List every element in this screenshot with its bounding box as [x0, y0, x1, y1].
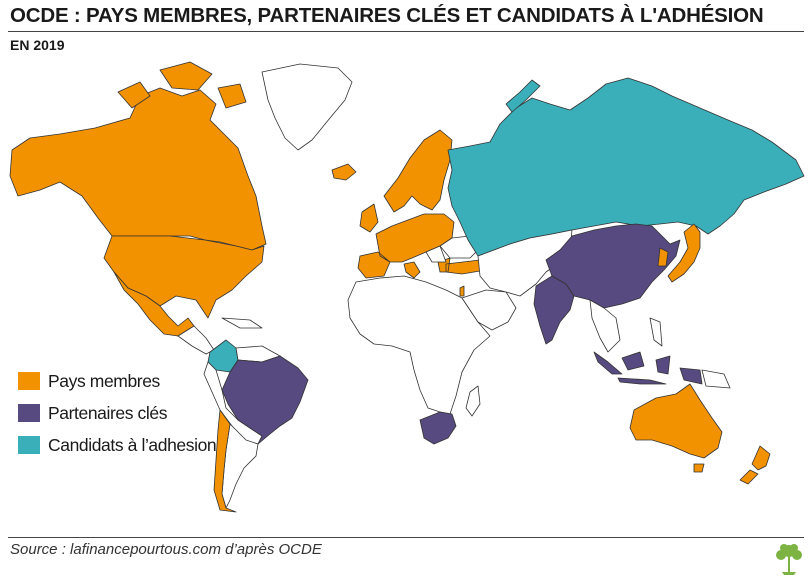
- legend-item-candidates: Candidats à l’adhesion: [18, 429, 217, 461]
- legend-swatch-members: [18, 372, 40, 390]
- region-chile: [213, 409, 237, 513]
- region-novaya-zemlya: [505, 79, 541, 113]
- legend-label-members: Pays membres: [48, 370, 160, 391]
- region-se-asia: [589, 299, 621, 353]
- region-arctic-islands: [117, 61, 247, 109]
- legend-swatch-candidates: [18, 436, 40, 454]
- legend-item-members: Pays membres: [18, 365, 216, 397]
- region-brazil: [221, 355, 309, 445]
- legend-label-candidates: Candidats à l’adhesion: [48, 434, 217, 455]
- world-map: [9, 61, 805, 513]
- region-indonesia: [593, 351, 703, 385]
- region-madagascar: [465, 385, 481, 417]
- legend-label-partners: Partenaires clés: [48, 402, 168, 423]
- region-iceland: [331, 163, 357, 181]
- region-mexico: [113, 271, 195, 337]
- region-greenland: [261, 63, 353, 151]
- map-legend: Pays membres Partenaires clés Candidats …: [18, 365, 217, 461]
- region-china: [545, 223, 681, 309]
- region-japan: [667, 223, 701, 283]
- region-israel: [459, 285, 465, 297]
- region-south-africa: [419, 411, 457, 445]
- legend-swatch-partners: [18, 404, 40, 422]
- region-arabia: [461, 289, 517, 331]
- region-canada-alaska: [9, 87, 267, 251]
- region-usa: [103, 235, 265, 319]
- region-korea: [657, 247, 669, 267]
- region-new-zealand: [739, 445, 771, 485]
- legend-item-partners: Partenaires clés: [18, 397, 216, 429]
- region-australia: [629, 383, 723, 459]
- footer-divider: [8, 537, 804, 538]
- title-divider: [8, 31, 804, 32]
- source-credit: Source : lafinancepourtous.com d’après O…: [10, 541, 322, 558]
- region-tasmania: [693, 463, 705, 473]
- map-title: OCDE : PAYS MEMBRES, PARTENAIRES CLÉS ET…: [10, 4, 764, 27]
- map-subtitle: EN 2019: [10, 37, 65, 53]
- region-philippines: [649, 317, 731, 389]
- tree-logo-icon: [776, 544, 802, 575]
